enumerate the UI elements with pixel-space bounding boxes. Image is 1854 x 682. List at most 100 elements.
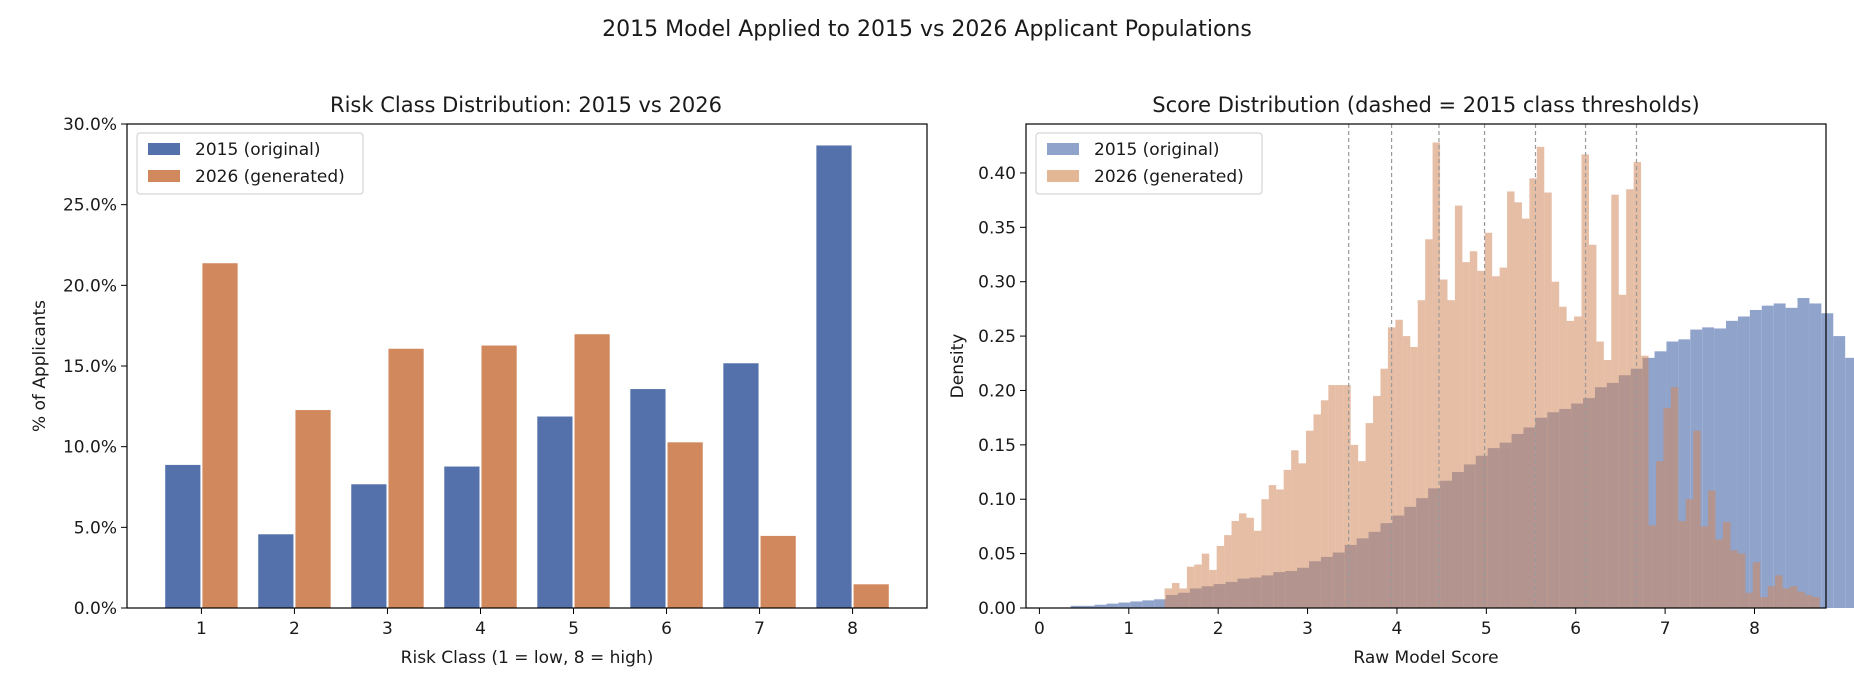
- histogram-bar-2026: [1253, 530, 1262, 608]
- histogram-bar-2026: [1536, 146, 1545, 608]
- histogram-bar-2026: [1313, 414, 1321, 608]
- bar-chart-ylabel: % of Applicants: [30, 300, 50, 432]
- histogram-bar-2026: [1268, 485, 1277, 608]
- legend-frame: [1035, 132, 1263, 195]
- legend-label-2015: 2015 (original): [1094, 140, 1219, 160]
- histogram-bar-2026: [1678, 520, 1686, 608]
- x-tick-label: 0: [1034, 619, 1045, 639]
- histogram-bar-2026: [1626, 189, 1634, 608]
- y-tick-label: 30.0%: [63, 115, 117, 135]
- bar: [257, 533, 295, 609]
- histogram-bar-2026: [1380, 368, 1388, 608]
- histogram-bar-2015: [1845, 357, 1854, 608]
- legend-frame: [136, 132, 364, 195]
- y-tick-label: 0.35: [978, 218, 1016, 238]
- histogram-bar-2026: [1581, 154, 1589, 609]
- histogram-bar-2026: [1641, 355, 1649, 608]
- histogram-bar-2015: [1833, 336, 1846, 608]
- bar: [573, 333, 611, 609]
- histogram-bar-2015: [1082, 605, 1095, 608]
- histogram-bar-2026: [1551, 281, 1560, 608]
- x-tick-label: 1: [196, 619, 207, 639]
- histogram-bar-2026: [1648, 525, 1656, 608]
- histogram-bar-2026: [1373, 395, 1381, 608]
- histogram-bar-2026: [1395, 319, 1403, 608]
- x-tick-label: 1: [1123, 619, 1134, 639]
- histogram-bar-2026: [1469, 251, 1478, 608]
- histogram-bar-2015: [1809, 303, 1822, 608]
- histogram-bar-2015: [1761, 305, 1774, 608]
- histogram-bar-2026: [1693, 430, 1701, 608]
- histogram-bar-2026: [1633, 162, 1642, 608]
- histogram-bar-2026: [1611, 194, 1619, 608]
- bar: [201, 262, 239, 609]
- histogram-bar-2015: [1642, 357, 1655, 608]
- histogram-bar-2026: [1194, 564, 1202, 608]
- histogram-bar-2026: [1358, 461, 1366, 608]
- y-tick-label: 0.10: [978, 490, 1016, 510]
- histogram-bar-2026: [1432, 142, 1441, 609]
- bar: [666, 441, 704, 609]
- histogram-bar-2015: [1130, 601, 1143, 608]
- histogram-bar-2015: [1749, 309, 1762, 608]
- y-tick-label: 0.20: [978, 381, 1016, 401]
- histogram-bar-2026: [1708, 490, 1716, 608]
- x-tick-label: 7: [754, 619, 765, 639]
- histogram-bar-2015: [1070, 605, 1083, 608]
- histogram-plot-frame: [1025, 123, 1827, 609]
- legend-swatch-2026: [148, 170, 180, 182]
- x-tick-label: 4: [475, 619, 486, 639]
- histogram-bar-2026: [1224, 535, 1232, 608]
- histogram-bar-2026: [1521, 218, 1530, 608]
- histogram-bar-2026: [1574, 316, 1582, 608]
- bar-plot-area: 1 2 3 4 5 6 7 8 0.0% 5.0% 10.0% 15.0% 20.0% 25.0% 30.0…: [63, 115, 890, 639]
- histogram-bar-2026: [1559, 306, 1567, 608]
- histogram-legend: 2015 (original) 2026 (generated): [1035, 132, 1263, 195]
- x-tick-label: 7: [1660, 619, 1671, 639]
- histogram-bar-2026: [1454, 205, 1463, 608]
- histogram-bar-2015: [1106, 603, 1119, 608]
- bar: [164, 463, 202, 609]
- y-tick-label: 25.0%: [63, 196, 117, 216]
- histogram-bar-2026: [1298, 463, 1307, 608]
- x-tick-label: 2: [1213, 619, 1224, 639]
- x-tick-label: 6: [1570, 619, 1581, 639]
- y-tick-label: 20.0%: [63, 276, 117, 296]
- histogram-bar-2026: [1343, 385, 1351, 608]
- histogram-bar-2026: [1291, 450, 1299, 608]
- y-tick-label: 0.15: [978, 436, 1016, 456]
- y-tick-label: 0.40: [978, 164, 1016, 184]
- histogram-bar-2026: [1350, 444, 1359, 608]
- x-tick-label: 6: [661, 619, 672, 639]
- histogram-bar-2015: [1714, 328, 1727, 608]
- x-tick-label: 3: [1302, 619, 1313, 639]
- x-tick-label: 8: [1749, 619, 1760, 639]
- histogram-bar-2026: [1715, 539, 1723, 608]
- histogram-chart: Score Distribution (dashed = 2015 class …: [948, 93, 1854, 668]
- y-tick-label: 0.00: [978, 599, 1016, 619]
- histogram-bar-2026: [1261, 499, 1269, 608]
- histogram-bar-2026: [1335, 385, 1344, 608]
- legend-label-2026: 2026 (generated): [1094, 167, 1244, 187]
- bar: [536, 415, 574, 609]
- histogram-bar-2015: [1797, 298, 1810, 608]
- y-tick-label: 0.25: [978, 327, 1016, 347]
- histogram-bar-2026: [1775, 575, 1783, 608]
- histogram-bar-2015: [1154, 599, 1167, 608]
- x-tick-label: 8: [847, 619, 858, 639]
- histogram-bar-2026: [1306, 430, 1314, 608]
- histogram-bar-2026: [1514, 202, 1522, 608]
- histogram-bar-2026: [1804, 594, 1813, 608]
- y-tick-label: 10.0%: [63, 438, 117, 458]
- histogram-bar-2026: [1425, 239, 1433, 608]
- x-tick-label: 2: [289, 619, 300, 639]
- histogram-bar-2026: [1239, 513, 1247, 608]
- histogram-bar-2026: [1477, 270, 1485, 608]
- histogram-bar-2026: [1410, 346, 1418, 608]
- histogram-bar-2026: [1246, 517, 1254, 608]
- histogram-xlabel: Raw Model Score: [1353, 648, 1498, 668]
- histogram-bar-2026: [1492, 276, 1500, 608]
- histogram-bar-2015: [1678, 339, 1691, 608]
- y-tick-label: 0.05: [978, 545, 1016, 565]
- bar-chart-title: Risk Class Distribution: 2015 vs 2026: [330, 93, 722, 117]
